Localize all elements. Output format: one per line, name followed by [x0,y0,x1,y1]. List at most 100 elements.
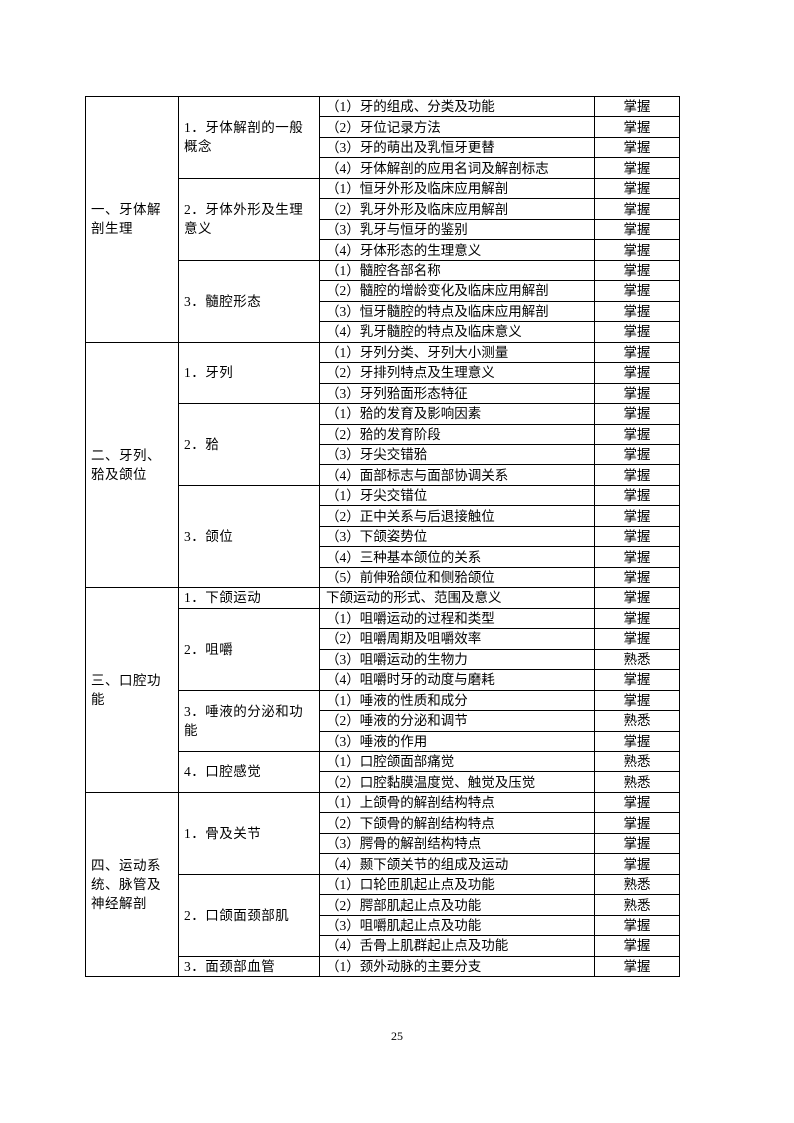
item-text: （2）咀嚼周期及咀嚼效率 [319,628,595,650]
requirement-level: 掌握 [594,791,680,814]
table-row: （2）口腔黏膜温度觉、触觉及压觉 熟悉 [86,771,680,793]
section-title: 一、牙体解剖生理 [85,96,179,343]
requirement-level: 掌握 [594,689,680,712]
item-text: （4）牙体解剖的应用名词及解剖标志 [319,157,595,179]
item-text: （2）髓腔的增龄变化及临床应用解剖 [319,280,595,302]
item-text: （4）颞下颌关节的组成及运动 [319,853,595,875]
topic-title: 4．口腔感觉 [178,751,320,793]
requirement-level: 掌握 [594,443,680,466]
item-text: （1）牙尖交错位 [319,484,595,507]
table-row: 2．𬌗 （1）𬌗的发育及影响因素 掌握 [86,403,680,486]
requirement-level: 掌握 [594,484,680,507]
requirement-level: 掌握 [594,853,680,875]
item-text: （4）面部标志与面部协调关系 [319,464,595,486]
table-row: （4）面部标志与面部协调关系 掌握 [86,464,680,486]
requirement-level: 掌握 [594,505,680,527]
item-text: （4）舌骨上肌群起止点及功能 [319,935,595,957]
item-text: （3）下颌姿势位 [319,525,595,548]
requirement-level: 掌握 [594,669,680,691]
item-text: （1）牙的组成、分类及功能 [319,95,595,118]
item-text: （1）口轮匝肌起止点及功能 [319,873,595,896]
item-text: （4）乳牙髓腔的特点及临床意义 [319,321,595,343]
item-text: （5）前伸𬌗颌位和侧𬌗颌位 [319,566,595,589]
item-text: （3）恒牙髓腔的特点及临床应用解剖 [319,300,595,323]
requirement-level: 熟悉 [594,771,680,793]
topic-title: 1．牙列 [178,341,320,405]
item-text: （3）腭骨的解剖结构特点 [319,832,595,855]
requirement-level: 掌握 [594,546,680,568]
table-row: （3）乳牙与恒牙的鉴别 掌握 [86,218,680,241]
item-text: （4）牙体形态的生理意义 [319,239,595,261]
table-row: （2）𬌗的发育阶段 掌握 [86,423,680,445]
table-row: （3）唾液的作用 掌握 [86,730,680,753]
requirement-level: 掌握 [594,423,680,445]
requirement-level: 掌握 [594,300,680,323]
requirement-level: 掌握 [594,177,680,200]
item-text: （3）牙尖交错𬌗 [319,443,595,466]
topic-title: 2．𬌗 [178,403,320,486]
topic-title: 3．颌位 [178,484,320,589]
syllabus-table: 一、牙体解剖生理 1．牙体解剖的一般概念 （1）牙的组成、分类及功能 掌握 （2）牙位记… [85,95,680,978]
item-text: （2）牙排列特点及生理意义 [319,362,595,384]
requirement-level: 掌握 [594,730,680,753]
item-text: （3）唾液的作用 [319,730,595,753]
requirement-level: 熟悉 [594,648,680,671]
item-text: （3）牙列𬌗面形态特征 [319,382,595,405]
requirement-level: 掌握 [594,832,680,855]
table-row: （2）牙位记录方法 掌握 [86,116,680,138]
item-text: （1）上颌骨的解剖结构特点 [319,791,595,814]
requirement-level: 掌握 [594,341,680,364]
requirement-level: 掌握 [594,116,680,138]
item-text: （2）口腔黏膜温度觉、触觉及压觉 [319,771,595,793]
item-text: （2）乳牙外形及临床应用解剖 [319,198,595,220]
item-text: （1）口腔颌面部痛觉 [319,750,595,773]
table-row: （2）髓腔的增龄变化及临床应用解剖 掌握 [86,280,680,302]
requirement-level: 掌握 [594,587,680,609]
requirement-level: 掌握 [594,566,680,589]
item-text: （2）下颌骨的解剖结构特点 [319,812,595,834]
topic-title: 1．骨及关节 [178,791,320,875]
table-row: 一、牙体解剖生理 1．牙体解剖的一般概念 （1）牙的组成、分类及功能 掌握 [85,95,680,343]
requirement-level: 掌握 [594,382,680,405]
topic-title: 3．面颈部血管 [178,955,320,978]
item-text: （4）三种基本颌位的关系 [319,546,595,568]
requirement-level: 熟悉 [594,873,680,896]
topic-title: 1．牙体解剖的一般概念 [178,96,320,179]
topic-title: 2．咀嚼 [178,607,320,691]
requirement-level: 熟悉 [594,750,680,773]
item-text: （1）唾液的性质和成分 [319,689,595,712]
table-row: （4）咀嚼时牙的动度与磨耗 掌握 [86,669,680,691]
item-text: （2）唾液的分泌和调节 [319,710,595,732]
item-text: （1）颈外动脉的主要分支 [319,955,595,978]
table-row: （3）下颌姿势位 掌握 [86,525,680,548]
item-text: （3）乳牙与恒牙的鉴别 [319,218,595,241]
table-row: （3）咀嚼肌起止点及功能 掌握 [86,914,680,937]
item-text: （3）牙的萌出及乳恒牙更替 [319,136,595,159]
requirement-level: 掌握 [594,136,680,159]
topic-title: 2．牙体外形及生理意义 [178,177,320,261]
item-text: （1）咀嚼运动的过程和类型 [319,607,595,630]
requirement-level: 掌握 [594,239,680,261]
requirement-level: 掌握 [594,628,680,650]
table-row: （3）牙列𬌗面形态特征 掌握 [86,382,680,405]
page-number: 25 [391,1029,403,1043]
table-row: （3）牙尖交错𬌗 掌握 [86,443,680,466]
requirement-level: 掌握 [594,157,680,179]
table-row: （4）舌骨上肌群起止点及功能 掌握 [86,935,680,957]
item-text: （1）恒牙外形及临床应用解剖 [319,177,595,200]
item-text: （1）髓腔各部名称 [319,259,595,282]
requirement-level: 掌握 [594,198,680,220]
topic-title: 3．髓腔形态 [178,259,320,343]
section-title: 二、牙列、𬌗及颌位 [85,341,179,589]
requirement-level: 掌握 [594,464,680,486]
table-row: （5）前伸𬌗颌位和侧𬌗颌位 掌握 [86,566,680,589]
item-text: （1）𬌗的发育及影响因素 [319,403,595,425]
table-row: （2）正中关系与后退接触位 掌握 [86,505,680,527]
table-row: （4）牙体解剖的应用名词及解剖标志 掌握 [86,157,680,179]
table-row: 二、牙列、𬌗及颌位 1．牙列 （1）牙列分类、牙列大小测量 掌握 [85,341,680,589]
requirement-level: 熟悉 [594,710,680,732]
table-row: 3．颌位 （1）牙尖交错位 掌握 [86,484,680,589]
requirement-level: 掌握 [594,935,680,957]
requirement-level: 掌握 [594,259,680,282]
section-title: 三、口腔功能 [85,587,179,793]
